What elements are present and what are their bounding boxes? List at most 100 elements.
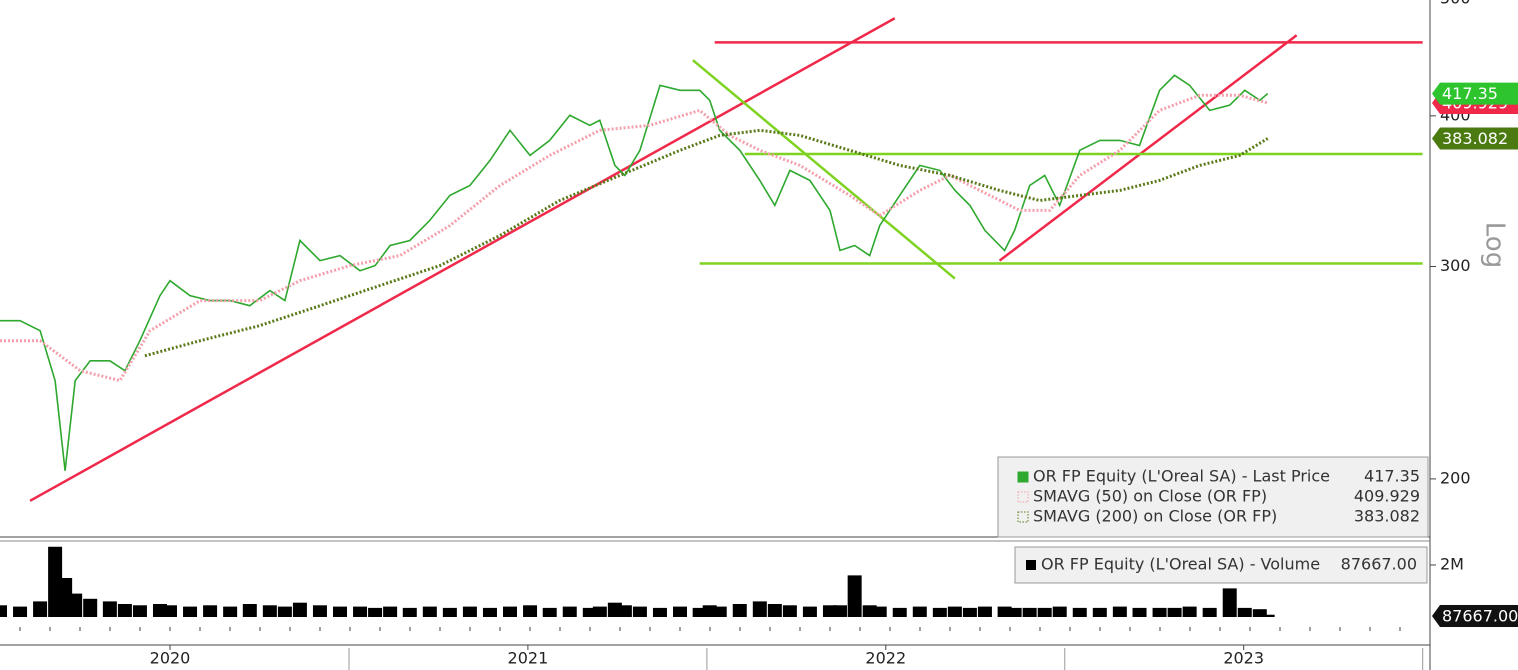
volume-bar: [1112, 606, 1127, 617]
x-tick-label: 2022: [865, 649, 906, 668]
volume-bar: [1072, 607, 1087, 617]
legend-swatch: [1026, 560, 1036, 570]
volume-bar: [582, 607, 597, 617]
volume-bar: [592, 606, 607, 617]
volume-bar: [822, 605, 837, 617]
volume-bar: [383, 606, 398, 617]
trendline: [692, 59, 956, 280]
volume-bar: [1007, 607, 1022, 617]
volume-bar: [872, 606, 887, 617]
value-tag-label: 383.082: [1442, 129, 1508, 148]
volume-bar: [482, 607, 497, 617]
volume-bar: [33, 601, 48, 617]
volume-bar: [83, 598, 98, 617]
volume-bar: [947, 606, 962, 617]
legend-swatch: [1017, 491, 1029, 503]
volume-bar: [732, 603, 747, 617]
legend-swatch: [1017, 471, 1029, 483]
volume-bar: [1222, 588, 1237, 617]
volume-bar: [767, 603, 782, 617]
volume-bar: [68, 593, 83, 617]
legend-box: [997, 456, 1429, 538]
y-tick-label: 200: [1440, 468, 1471, 487]
legend-label: OR FP Equity (L'Oreal SA) - Volume: [1041, 555, 1320, 574]
legend-label: SMAVG (200) on Close (OR FP): [1033, 507, 1277, 526]
volume-bar: [262, 605, 277, 617]
value-tag: [1432, 605, 1518, 627]
value-tag: [1432, 127, 1518, 150]
volume-bar: [183, 606, 198, 617]
x-tick-label: 2021: [508, 649, 549, 668]
volume-bar: [782, 605, 797, 617]
volume-bar: [333, 606, 347, 617]
y-tick-label: 300: [1440, 256, 1471, 275]
legend-value: 87667.00: [1341, 555, 1417, 574]
volume-bar: [402, 607, 417, 617]
volume-bar: [132, 605, 147, 617]
volume-bar: [712, 606, 727, 617]
volume-bar: [242, 603, 257, 617]
legend-value: 409.929: [1354, 487, 1420, 506]
value-tag-label: 417.35: [1442, 84, 1498, 103]
x-tick-label: 2020: [150, 649, 191, 668]
volume-bar: [277, 606, 292, 617]
volume-bar: [977, 606, 992, 617]
volume-bar: [442, 607, 457, 617]
volume-bar: [692, 607, 707, 617]
trendline: [29, 17, 896, 502]
legend-value: 383.082: [1354, 507, 1420, 526]
volume-bar: [862, 605, 877, 617]
legend-swatch: [1017, 511, 1029, 523]
volume-bar: [1037, 607, 1052, 617]
volume-bar: [632, 606, 647, 617]
volume-bar: [542, 607, 557, 617]
volume-bar: [1237, 607, 1252, 617]
volume-bar: [422, 606, 437, 617]
volume-bar: [912, 606, 927, 617]
volume-legend: OR FP Equity (L'Oreal SA) - Volume 87667.…: [1014, 546, 1428, 584]
volume-bar: [1152, 607, 1167, 617]
x-tick-label: 2023: [1223, 649, 1264, 668]
series-line: [0, 74, 1269, 471]
volume-bar: [962, 607, 977, 617]
volume-bar: [503, 606, 517, 617]
value-tag: [1432, 82, 1518, 105]
value-tag-label: 87667.00: [1442, 607, 1518, 626]
volume-bar: [523, 605, 538, 617]
volume-bar: [1052, 606, 1067, 617]
legend-label: OR FP Equity (L'Oreal SA) - Last Price: [1033, 467, 1330, 486]
volume-bar: [617, 605, 632, 617]
volume-bar: [1092, 607, 1107, 617]
trendline: [998, 34, 1298, 262]
legend-box: [1014, 546, 1428, 584]
volume-bar: [117, 603, 132, 617]
volume-bar: [562, 606, 577, 617]
volume-bar: [102, 601, 117, 617]
volume-bar: [702, 605, 717, 617]
volume-bar: [1260, 614, 1275, 617]
legend-label: SMAVG (50) on Close (OR FP): [1033, 487, 1267, 506]
y-axis-label: Log: [1480, 222, 1510, 268]
legend: OR FP Equity (L'Oreal SA) - Last Price 41…: [997, 456, 1429, 538]
volume-bar: [1167, 607, 1182, 617]
volume-bar: [802, 606, 817, 617]
volume-bar: [892, 607, 907, 617]
volume-bar: [353, 606, 368, 617]
volume-bar: [0, 605, 7, 617]
legend-value: 417.35: [1364, 467, 1420, 486]
volume-bar: [163, 605, 177, 617]
volume-bar: [1182, 606, 1197, 617]
volume-bar: [652, 607, 667, 617]
volume-bar: [673, 606, 687, 617]
y-tick-label: 2M: [1440, 554, 1464, 573]
volume-bar: [368, 607, 383, 617]
volume-bar: [223, 606, 238, 617]
volume-bar: [1252, 609, 1267, 617]
series-line: [0, 93, 1269, 383]
volume-bar: [13, 606, 28, 617]
volume-bar: [1132, 607, 1147, 617]
volume-bar: [752, 601, 767, 617]
volume-bar: [932, 607, 947, 617]
